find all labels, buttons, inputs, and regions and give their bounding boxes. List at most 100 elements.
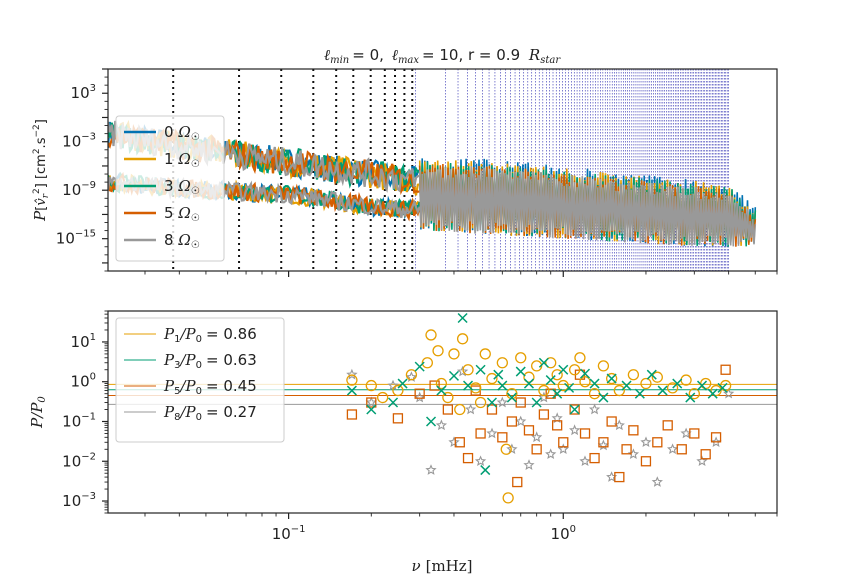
scatter-point-x: [457, 312, 468, 324]
top-x-ticks: [144, 271, 778, 277]
legend-label: 3 Ω☉: [164, 177, 200, 197]
scatter-point-star: [414, 391, 426, 403]
scatter-point-x: [657, 385, 668, 396]
scatter-point-circle: [474, 396, 487, 409]
x-tick-label: 100: [551, 524, 576, 543]
scatter-point-x: [634, 388, 645, 399]
bottom-plot-frame: [107, 310, 778, 514]
scatter-point-star: [448, 436, 460, 448]
scatter-point-x: [569, 404, 580, 415]
chart-title: ℓmin = 0, ℓmax = 10, r = 0.9 Rstar: [324, 46, 561, 66]
scatter-point-square: [552, 420, 563, 431]
scatter-point-x: [606, 373, 617, 384]
scatter-point-x: [523, 378, 534, 389]
scatter-point-x: [480, 465, 491, 476]
scatter-point-circle: [710, 384, 722, 397]
scatter-point-x: [646, 369, 657, 380]
scatter-point-square: [606, 416, 617, 427]
scatter-point-star: [515, 415, 527, 427]
scatter-point-square: [589, 452, 600, 464]
top-y-ticks: 103 10−3 10−9 10−15: [56, 68, 108, 272]
bottom-legend-entry: P5/P0 = 0.45: [124, 377, 257, 397]
scatter-point-circle: [392, 384, 404, 397]
scatter-point-circle: [579, 376, 591, 388]
scatter-point-circle: [432, 345, 444, 357]
scatter-point-star: [425, 464, 437, 475]
scatter-point-x: [346, 385, 357, 396]
legend-label: P1/P0 = 0.86: [163, 325, 257, 345]
scatter-point-x: [462, 380, 474, 391]
scatter-point-circle: [435, 377, 448, 390]
scatter-point-x: [531, 397, 542, 408]
scatter-point-square: [454, 437, 465, 448]
scatter-point-square: [558, 437, 569, 448]
scatter-point-star: [651, 476, 663, 487]
scatter-point-square: [614, 471, 625, 483]
scatter-point-square: [512, 476, 523, 488]
scatter-point-circle: [557, 379, 569, 392]
scatter-point-circle: [551, 369, 563, 381]
scatter-point-square: [486, 404, 498, 415]
legend-label: P3/P0 = 0.63: [163, 351, 257, 371]
scatter-point-circle: [486, 372, 498, 385]
scatter-point-x: [552, 388, 563, 399]
scatter-point-square: [569, 404, 580, 415]
scatter-point-star: [696, 455, 708, 467]
top-legend-entry: 3 Ω☉: [124, 177, 200, 197]
scatter-point-x: [672, 378, 683, 389]
bottom-y-ticks: 101 100 10−1 10−2 10−3: [62, 310, 108, 514]
scatter-point-circle: [613, 384, 625, 397]
scatter-point-square: [710, 432, 722, 443]
scatter-point-circle: [425, 329, 437, 341]
y-tick-label: 10−9: [62, 180, 96, 199]
scatter-point-x: [717, 382, 728, 393]
bottom-x-axis-label: ν [mHz]: [411, 557, 472, 575]
scatter-point-circle: [523, 371, 535, 383]
scatter-point-x: [707, 388, 718, 399]
scatter-point-circle: [597, 360, 610, 372]
top-legend-box: [115, 115, 225, 262]
scatter-point-square: [652, 437, 663, 448]
scatter-point-star: [723, 387, 735, 399]
y-tick-label: 10−1: [62, 411, 96, 430]
scatter-point-square: [621, 444, 632, 455]
scatter-point-star: [486, 427, 498, 439]
scatter-point-circle: [365, 379, 377, 392]
scatter-point-star: [538, 391, 550, 403]
scatter-point-circle: [405, 369, 418, 381]
scatter-point-circle: [680, 374, 692, 386]
spectrum-comb: [418, 166, 757, 247]
bottom-legend-entry: P1/P0 = 0.86: [124, 325, 257, 345]
scatter-point-star: [506, 443, 518, 455]
scatter-point-circle: [640, 377, 652, 390]
bottom-legend: P1/P0 = 0.86 P3/P0 = 0.63 P5/P0 = 0.45 P8/P0 = …: [115, 317, 285, 443]
top-legend: 0 Ω☉ 1 Ω☉ 3 Ω☉ 5 Ω☉ 8 Ω☉: [115, 115, 225, 262]
scatter-point-star: [531, 431, 543, 443]
scatter-point-x: [366, 404, 377, 415]
scatter-point-square: [515, 397, 526, 408]
scatter-point-circle: [421, 357, 434, 369]
scatter-point-star: [435, 419, 448, 431]
scatter-point-square: [414, 388, 425, 399]
scatter-point-square: [366, 397, 377, 408]
scatter-point-star: [588, 403, 601, 415]
scatter-point-star: [710, 436, 722, 448]
scatter-point-x: [538, 357, 549, 368]
scatter-point-square: [462, 452, 474, 464]
scatter-point-x: [545, 375, 556, 386]
scatter-point-star: [640, 436, 652, 448]
bottom-x-ticks: 10−1 100: [144, 513, 778, 543]
scatter-point-square: [598, 437, 609, 448]
scatter-point-circle: [574, 352, 586, 364]
scatter-point-square: [429, 380, 440, 391]
scatter-point-square: [676, 444, 687, 455]
scatter-point-square: [523, 425, 535, 436]
scatter-point-x: [493, 369, 504, 380]
scatter-point-star: [456, 365, 469, 377]
scatter-point-x: [425, 416, 437, 427]
top-legend-entry: 5 Ω☉: [124, 204, 200, 224]
legend-label: 1 Ω☉: [164, 150, 200, 170]
scatter-point-x: [436, 385, 447, 396]
scatter-point-circle: [627, 369, 640, 381]
